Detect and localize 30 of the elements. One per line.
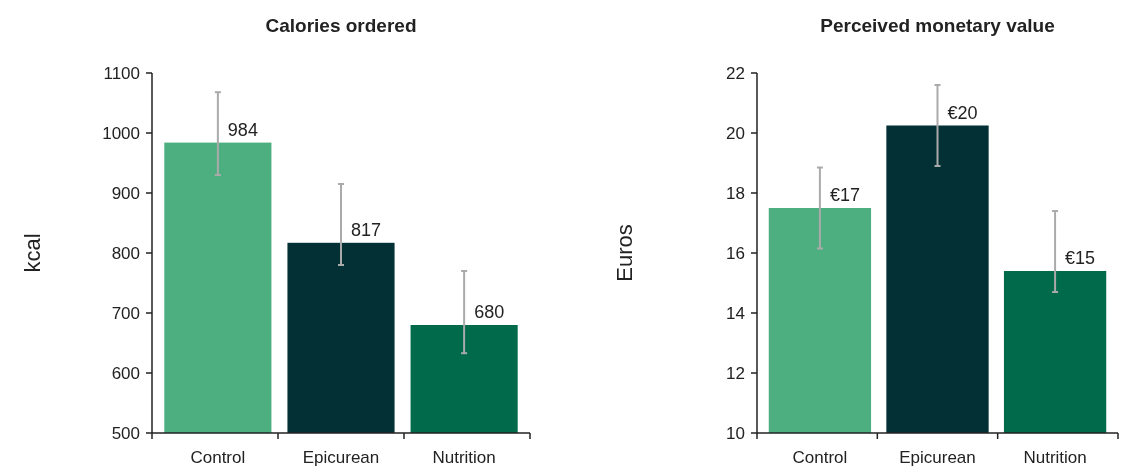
y-axis-title: Euros xyxy=(612,224,637,282)
y-tick-label: 800 xyxy=(111,243,140,263)
data-label: 817 xyxy=(351,219,382,240)
y-tick-label: 16 xyxy=(726,243,745,263)
y-axis-title: kcal xyxy=(20,233,45,273)
chart-title: Perceived monetary value xyxy=(820,15,1055,36)
x-tick-label: Control xyxy=(792,448,848,467)
y-tick-label: 700 xyxy=(111,303,140,323)
y-tick-label: 18 xyxy=(726,183,745,203)
x-tick-label: Epicurean xyxy=(302,448,380,467)
data-label: €20 xyxy=(947,102,978,123)
y-tick-label: 20 xyxy=(726,123,745,143)
data-label: €15 xyxy=(1065,248,1096,268)
y-tick-label: 14 xyxy=(726,303,745,323)
data-label: €17 xyxy=(829,185,860,205)
x-tick-label: Nutrition xyxy=(432,448,496,467)
chart-title: Calories ordered xyxy=(265,15,417,36)
x-tick-label: Epicurean xyxy=(899,448,976,467)
y-tick-label: 10 xyxy=(726,423,745,443)
data-label: 984 xyxy=(227,119,258,140)
y-tick-label: 500 xyxy=(111,423,140,443)
y-tick-label: 600 xyxy=(111,363,140,383)
y-tick-label: 900 xyxy=(111,183,140,203)
x-tick-label: Nutrition xyxy=(1023,448,1087,467)
data-label: 680 xyxy=(474,302,505,322)
y-tick-label: 1000 xyxy=(102,123,140,143)
y-tick-label: 1100 xyxy=(103,63,140,83)
x-tick-label: Control xyxy=(190,448,246,467)
y-tick-label: 12 xyxy=(726,363,745,383)
y-tick-label: 22 xyxy=(726,63,745,83)
